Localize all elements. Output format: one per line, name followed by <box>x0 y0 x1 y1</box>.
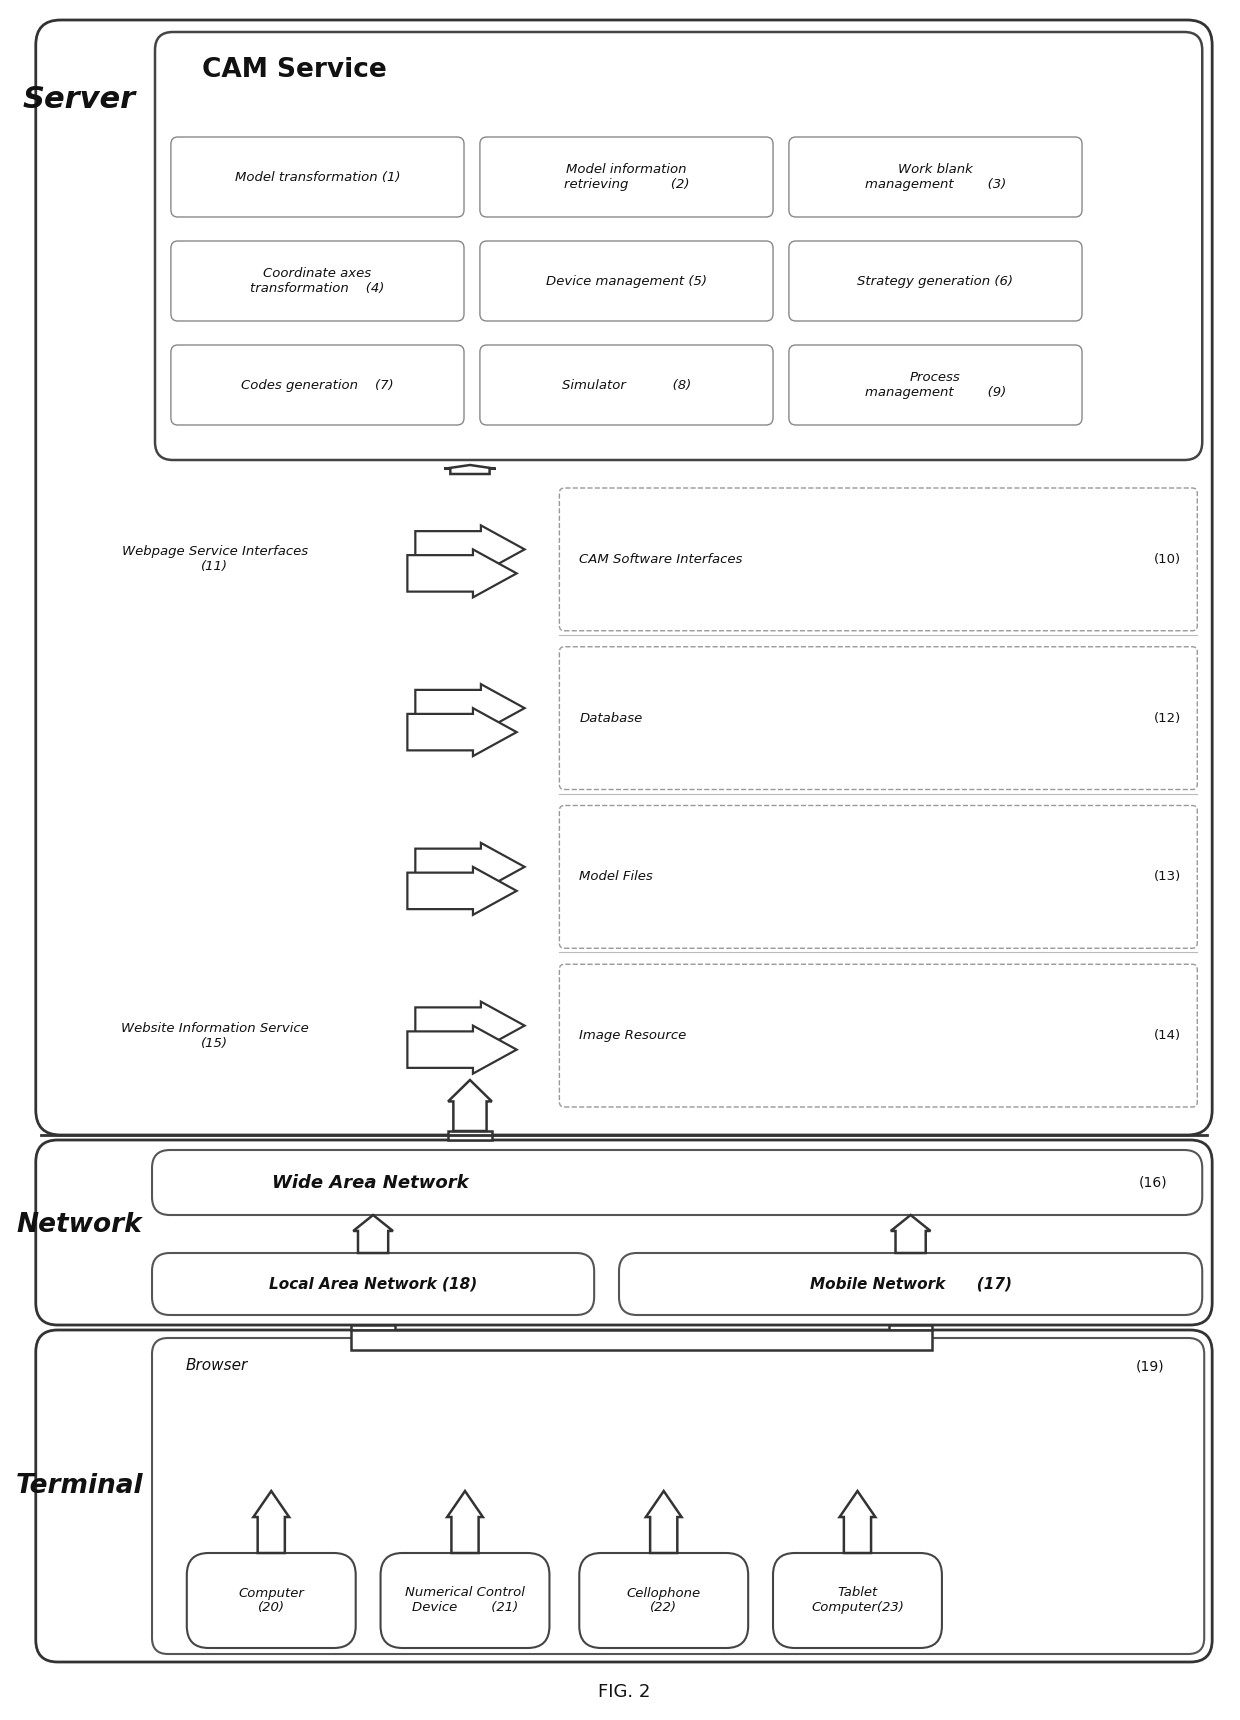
FancyBboxPatch shape <box>171 346 464 425</box>
FancyBboxPatch shape <box>153 1252 594 1316</box>
FancyBboxPatch shape <box>153 1151 1203 1214</box>
Text: Browser: Browser <box>186 1359 248 1374</box>
FancyBboxPatch shape <box>155 33 1203 459</box>
Polygon shape <box>415 843 525 891</box>
Text: (10): (10) <box>1154 552 1180 566</box>
FancyBboxPatch shape <box>36 21 1213 1135</box>
Text: Mobile Network      (17): Mobile Network (17) <box>810 1276 1012 1292</box>
Text: (16): (16) <box>1138 1175 1167 1190</box>
Text: Network: Network <box>16 1211 143 1237</box>
FancyBboxPatch shape <box>36 1140 1213 1324</box>
Text: CAM Service: CAM Service <box>202 57 387 83</box>
Text: (13): (13) <box>1154 870 1180 884</box>
Text: Image Resource: Image Resource <box>579 1029 687 1042</box>
FancyBboxPatch shape <box>559 647 1198 789</box>
Polygon shape <box>415 685 525 733</box>
Polygon shape <box>448 1132 492 1140</box>
Polygon shape <box>415 525 525 573</box>
Polygon shape <box>408 549 517 597</box>
Text: Model Files: Model Files <box>579 870 653 884</box>
FancyBboxPatch shape <box>559 805 1198 948</box>
FancyBboxPatch shape <box>153 1338 1204 1655</box>
Text: Website Information Service
(15): Website Information Service (15) <box>120 1022 309 1049</box>
FancyBboxPatch shape <box>559 965 1198 1108</box>
FancyBboxPatch shape <box>171 138 464 217</box>
Polygon shape <box>408 1025 517 1073</box>
FancyBboxPatch shape <box>480 346 773 425</box>
FancyBboxPatch shape <box>480 241 773 322</box>
Polygon shape <box>351 1330 932 1350</box>
Text: Strategy generation (6): Strategy generation (6) <box>858 275 1013 287</box>
Polygon shape <box>448 1080 492 1132</box>
FancyBboxPatch shape <box>789 138 1083 217</box>
FancyBboxPatch shape <box>381 1553 549 1648</box>
Text: Codes generation    (7): Codes generation (7) <box>241 378 394 392</box>
Text: (12): (12) <box>1154 712 1180 724</box>
FancyBboxPatch shape <box>36 1330 1213 1662</box>
Text: Terminal: Terminal <box>16 1472 144 1500</box>
Text: (19): (19) <box>1136 1359 1164 1373</box>
FancyBboxPatch shape <box>171 241 464 322</box>
FancyBboxPatch shape <box>480 138 773 217</box>
Text: Database: Database <box>579 712 642 724</box>
Polygon shape <box>351 1324 396 1330</box>
Polygon shape <box>444 464 496 475</box>
Text: Computer
(20): Computer (20) <box>238 1586 304 1615</box>
Text: Numerical Control
Device        (21): Numerical Control Device (21) <box>405 1586 525 1615</box>
Polygon shape <box>408 867 517 915</box>
FancyBboxPatch shape <box>773 1553 942 1648</box>
Text: Simulator           (8): Simulator (8) <box>562 378 691 392</box>
Polygon shape <box>408 709 517 757</box>
Text: Work blank
management        (3): Work blank management (3) <box>864 163 1006 191</box>
Polygon shape <box>889 1324 932 1330</box>
Text: Model information
retrieving          (2): Model information retrieving (2) <box>564 163 689 191</box>
Text: Wide Area Network: Wide Area Network <box>273 1173 469 1192</box>
FancyBboxPatch shape <box>619 1252 1203 1316</box>
Text: FIG. 2: FIG. 2 <box>598 1682 650 1701</box>
Text: Tablet
Computer(23): Tablet Computer(23) <box>811 1586 904 1615</box>
Polygon shape <box>415 1001 525 1049</box>
Text: (14): (14) <box>1154 1029 1180 1042</box>
Polygon shape <box>353 1214 393 1252</box>
Text: Server: Server <box>22 86 136 115</box>
FancyBboxPatch shape <box>579 1553 748 1648</box>
Polygon shape <box>839 1491 875 1553</box>
FancyBboxPatch shape <box>187 1553 356 1648</box>
Text: Coordinate axes
transformation    (4): Coordinate axes transformation (4) <box>250 267 384 296</box>
Text: Cellophone
(22): Cellophone (22) <box>626 1586 701 1615</box>
FancyBboxPatch shape <box>789 346 1083 425</box>
Text: Process
management        (9): Process management (9) <box>864 372 1006 399</box>
Polygon shape <box>646 1491 682 1553</box>
Text: Webpage Service Interfaces
(11): Webpage Service Interfaces (11) <box>122 545 308 573</box>
Polygon shape <box>448 1491 482 1553</box>
Text: Device management (5): Device management (5) <box>546 275 707 287</box>
FancyBboxPatch shape <box>559 488 1198 631</box>
Polygon shape <box>253 1491 289 1553</box>
Polygon shape <box>890 1214 930 1252</box>
Text: CAM Software Interfaces: CAM Software Interfaces <box>579 552 743 566</box>
Text: Local Area Network (18): Local Area Network (18) <box>269 1276 477 1292</box>
FancyBboxPatch shape <box>789 241 1083 322</box>
Text: Model transformation (1): Model transformation (1) <box>234 170 401 184</box>
